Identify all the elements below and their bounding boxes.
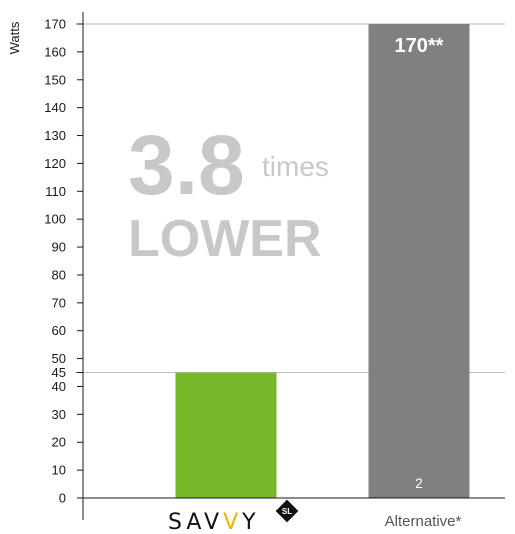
y-tick-label: 80 xyxy=(52,267,66,282)
bar-labels: 170** 2 xyxy=(395,35,444,491)
category-labels: SAVVY SL Alternative* xyxy=(168,499,462,534)
big-annotation: 3.8 times LOWER xyxy=(128,118,329,268)
y-tick-label: 10 xyxy=(52,463,66,478)
y-tick-label: 100 xyxy=(44,212,66,227)
annotation-number: 3.8 xyxy=(128,118,245,212)
savvy-logo: SAVVY SL xyxy=(168,499,299,534)
logo-text-end: Y xyxy=(241,510,259,534)
y-axis xyxy=(82,12,505,520)
y-tick-label: 70 xyxy=(52,295,66,310)
y-tick-label: 130 xyxy=(44,128,66,143)
y-tick-label: 150 xyxy=(44,72,66,87)
category-label-alternative: Alternative* xyxy=(385,513,462,530)
logo-badge-icon: SL xyxy=(275,499,299,523)
y-tick-label: 120 xyxy=(44,156,66,171)
bar-alternative xyxy=(368,24,470,498)
y-tick-label: 110 xyxy=(45,184,66,199)
y-axis-label: Watts xyxy=(7,21,22,54)
y-tick-label: 20 xyxy=(52,435,66,450)
y-tick-label: 40 xyxy=(52,379,66,394)
y-tick-label: 50 xyxy=(52,351,66,366)
logo-text: SAVVY xyxy=(168,510,260,534)
y-tick-label: 45 xyxy=(52,365,66,380)
y-tick-label: 60 xyxy=(52,323,66,338)
annotation-unit: times xyxy=(262,151,329,182)
logo-badge-text: SL xyxy=(282,507,292,516)
y-tick-label: 160 xyxy=(44,44,66,59)
y-tick-label: 170 xyxy=(44,17,66,32)
bar-value-label: 170** xyxy=(395,35,444,57)
y-tick-label: 90 xyxy=(52,240,66,255)
y-tick-label: 30 xyxy=(52,407,66,422)
logo-text-accent: V xyxy=(223,510,242,534)
y-tick-label: 140 xyxy=(44,100,66,115)
annotation-word: LOWER xyxy=(128,210,322,268)
bar-savvy xyxy=(175,372,277,498)
y-tick-label: 0 xyxy=(59,491,66,506)
bar-footnote-label: 2 xyxy=(415,475,423,491)
logo-text-start: SAV xyxy=(168,510,223,534)
bars xyxy=(175,24,470,498)
